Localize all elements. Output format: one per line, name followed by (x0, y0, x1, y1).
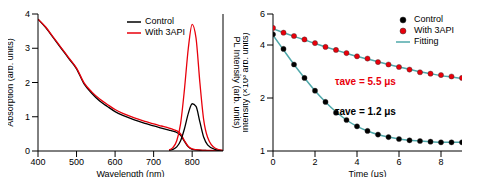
svg-text:2: 2 (260, 93, 265, 103)
svg-text:Intensity (×10³ arb. units): Intensity (×10³ arb. units) (243, 33, 250, 133)
svg-text:4: 4 (260, 40, 265, 50)
svg-text:2: 2 (25, 78, 30, 88)
svg-text:0: 0 (270, 157, 275, 167)
html-text:With 3API: With 3API (145, 27, 185, 37)
svg-text:700: 700 (146, 157, 161, 167)
svg-text:600: 600 (108, 157, 123, 167)
svg-text:2: 2 (312, 157, 317, 167)
svg-text:3: 3 (25, 43, 30, 53)
svg-text:Time (μs): Time (μs) (349, 169, 387, 177)
svg-text:4: 4 (354, 157, 359, 167)
svg-text:800: 800 (185, 157, 200, 167)
html-text:Control: Control (145, 16, 174, 26)
html-text:With 3API: With 3API (414, 25, 454, 35)
svg-text:400: 400 (30, 157, 45, 167)
html-text:τave = 1.2 μs: τave = 1.2 μs (335, 106, 396, 117)
svg-text:1: 1 (25, 112, 30, 122)
svg-text:8: 8 (438, 157, 443, 167)
svg-text:1: 1 (260, 146, 265, 156)
svg-text:Absorption (arb. units): Absorption (arb. units) (8, 38, 15, 127)
svg-text:PL Intensity (arb. units): PL Intensity (arb. units) (232, 36, 242, 128)
svg-text:0: 0 (25, 146, 30, 156)
html-text:τave = 5.5 μs: τave = 5.5 μs (335, 76, 396, 87)
svg-text:500: 500 (69, 157, 84, 167)
html-text:Fitting: Fitting (414, 36, 439, 46)
svg-text:4: 4 (25, 9, 30, 19)
svg-text:Wavelength (nm): Wavelength (nm) (96, 169, 164, 177)
svg-text:6: 6 (260, 9, 265, 19)
html-text:Control: Control (414, 14, 443, 24)
svg-text:6: 6 (396, 157, 401, 167)
